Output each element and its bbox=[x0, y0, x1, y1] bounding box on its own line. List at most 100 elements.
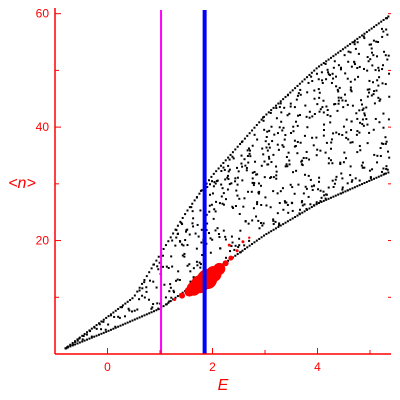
data-dot bbox=[145, 313, 148, 316]
data-dot bbox=[95, 334, 98, 337]
data-dot bbox=[378, 99, 381, 102]
data-dot bbox=[219, 164, 222, 167]
data-dot bbox=[353, 39, 356, 42]
data-dot bbox=[377, 66, 380, 69]
data-dot bbox=[133, 309, 136, 312]
data-dot bbox=[180, 243, 183, 246]
data-dot bbox=[100, 328, 103, 331]
data-dot bbox=[349, 165, 352, 168]
data-dot bbox=[124, 322, 127, 325]
data-dot bbox=[208, 210, 211, 213]
data-dot bbox=[227, 156, 230, 159]
data-dot bbox=[349, 43, 352, 46]
data-dot bbox=[210, 203, 213, 206]
data-dot bbox=[199, 266, 202, 269]
data-dot bbox=[346, 103, 349, 106]
data-dot bbox=[319, 189, 322, 192]
data-dot bbox=[320, 71, 323, 74]
data-dot bbox=[236, 145, 239, 148]
data-dot bbox=[297, 183, 300, 186]
data-dot bbox=[361, 166, 364, 169]
data-dot bbox=[141, 315, 144, 318]
data-dot bbox=[373, 153, 376, 156]
data-dot bbox=[265, 135, 268, 138]
data-dot bbox=[283, 200, 286, 203]
data-dot bbox=[377, 175, 380, 178]
data-dot bbox=[215, 200, 218, 203]
data-dot bbox=[85, 333, 88, 336]
data-dot bbox=[332, 66, 335, 69]
data-dot bbox=[167, 301, 170, 304]
data-dot bbox=[278, 222, 281, 225]
data-dot bbox=[344, 99, 347, 102]
data-dot bbox=[263, 160, 266, 163]
data-dot bbox=[165, 265, 168, 268]
data-dot bbox=[310, 75, 313, 78]
data-dot bbox=[238, 237, 241, 240]
data-dot bbox=[261, 224, 264, 227]
data-dot bbox=[285, 201, 288, 204]
data-dot bbox=[200, 228, 203, 231]
data-dot bbox=[329, 159, 332, 162]
data-dot bbox=[327, 162, 330, 165]
data-dot bbox=[179, 240, 182, 243]
data-dot bbox=[317, 78, 320, 81]
data-dot bbox=[353, 186, 356, 189]
data-dot bbox=[296, 84, 299, 87]
data-dot bbox=[372, 54, 375, 57]
data-dot bbox=[382, 126, 385, 129]
data-dot bbox=[220, 183, 223, 186]
data-dot bbox=[292, 125, 295, 128]
data-dot bbox=[286, 220, 289, 223]
data-dot bbox=[298, 208, 301, 211]
y-tick-label: 20 bbox=[36, 234, 50, 248]
highlight-point bbox=[222, 260, 229, 267]
data-dot bbox=[265, 146, 268, 149]
data-dot bbox=[383, 50, 386, 53]
data-dot bbox=[368, 43, 371, 46]
data-dot bbox=[385, 165, 388, 168]
data-dot bbox=[192, 267, 195, 270]
data-dot bbox=[376, 154, 379, 157]
data-dot bbox=[307, 195, 310, 198]
data-dot bbox=[337, 90, 340, 93]
data-dot bbox=[359, 149, 362, 152]
highlight-point bbox=[248, 236, 251, 239]
data-dot bbox=[164, 244, 167, 247]
data-dot bbox=[306, 91, 309, 94]
data-dot bbox=[138, 316, 141, 319]
data-dot bbox=[318, 180, 321, 183]
data-dot bbox=[307, 174, 310, 177]
data-dot bbox=[110, 314, 113, 317]
data-dot bbox=[296, 94, 299, 97]
data-dot bbox=[332, 55, 335, 58]
data-dot bbox=[272, 153, 275, 156]
data-dot bbox=[136, 290, 139, 293]
data-dot bbox=[299, 88, 302, 91]
data-dot bbox=[274, 104, 277, 107]
data-dot bbox=[287, 94, 290, 97]
data-dot bbox=[241, 249, 244, 252]
data-dot bbox=[297, 114, 300, 117]
data-dot bbox=[368, 169, 371, 172]
data-dot bbox=[145, 275, 148, 278]
data-dot bbox=[280, 111, 283, 114]
data-dot bbox=[222, 166, 225, 169]
data-dot bbox=[167, 240, 170, 243]
data-dot bbox=[256, 203, 259, 206]
data-dot bbox=[358, 65, 361, 68]
data-dot bbox=[384, 17, 387, 20]
data-dot bbox=[143, 314, 146, 317]
data-dot bbox=[220, 195, 223, 198]
data-dot bbox=[247, 190, 250, 193]
data-dot bbox=[235, 189, 238, 192]
data-dot bbox=[175, 236, 178, 239]
data-dot bbox=[339, 68, 342, 71]
data-dot bbox=[226, 188, 229, 191]
data-dot bbox=[303, 78, 306, 81]
data-dot bbox=[337, 64, 340, 67]
data-dot bbox=[247, 222, 250, 225]
data-dot bbox=[212, 217, 215, 220]
data-dot bbox=[244, 220, 247, 223]
data-dot bbox=[289, 91, 292, 94]
